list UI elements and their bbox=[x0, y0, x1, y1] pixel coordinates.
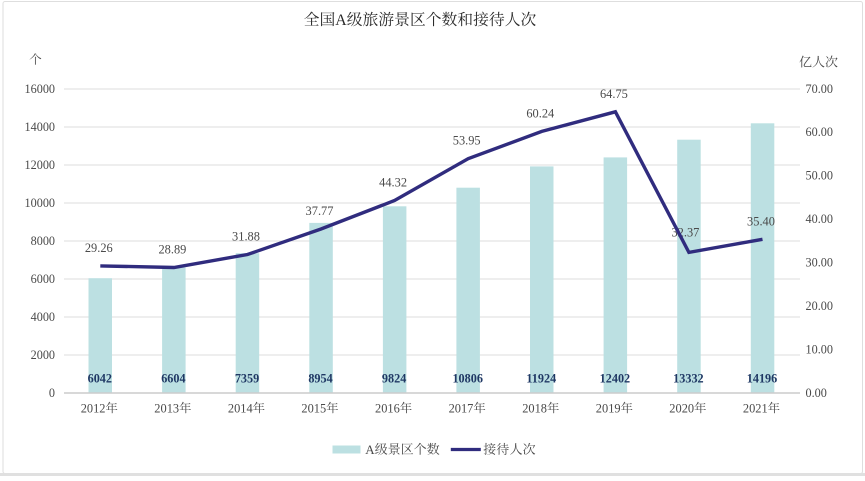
svg-text:A: A bbox=[335, 12, 347, 29]
svg-text:35.40: 35.40 bbox=[747, 214, 775, 228]
svg-text:2016: 2016 bbox=[375, 401, 400, 415]
svg-text:2015: 2015 bbox=[301, 401, 326, 415]
svg-text:10.00: 10.00 bbox=[806, 342, 833, 356]
svg-text:6000: 6000 bbox=[31, 272, 55, 286]
svg-text:20.00: 20.00 bbox=[806, 299, 833, 313]
svg-text:6042: 6042 bbox=[88, 371, 112, 385]
svg-text:11924: 11924 bbox=[526, 371, 556, 385]
svg-text:10806: 10806 bbox=[452, 371, 482, 385]
svg-text:14196: 14196 bbox=[747, 371, 777, 385]
svg-text:50.00: 50.00 bbox=[806, 169, 833, 183]
svg-text:2000: 2000 bbox=[31, 348, 55, 362]
svg-text:30.00: 30.00 bbox=[806, 256, 833, 270]
svg-text:2012: 2012 bbox=[81, 401, 106, 415]
svg-text:12000: 12000 bbox=[25, 158, 55, 172]
svg-text:14000: 14000 bbox=[25, 120, 55, 134]
svg-text:60.24: 60.24 bbox=[526, 106, 554, 120]
svg-text:70.00: 70.00 bbox=[806, 82, 833, 96]
svg-text:6604: 6604 bbox=[161, 371, 185, 385]
svg-text:0: 0 bbox=[49, 386, 55, 400]
svg-text:2013: 2013 bbox=[154, 401, 179, 415]
svg-text:A: A bbox=[365, 442, 375, 457]
svg-text:37.77: 37.77 bbox=[306, 204, 334, 218]
svg-text:31.88: 31.88 bbox=[232, 230, 260, 244]
svg-text:7359: 7359 bbox=[235, 371, 259, 385]
svg-text:28.89: 28.89 bbox=[158, 243, 186, 257]
svg-text:44.32: 44.32 bbox=[379, 176, 407, 190]
svg-text:2020: 2020 bbox=[669, 401, 694, 415]
svg-text:12402: 12402 bbox=[600, 371, 630, 385]
svg-text:40.00: 40.00 bbox=[806, 212, 833, 226]
svg-text:16000: 16000 bbox=[25, 82, 55, 96]
svg-text:2019: 2019 bbox=[596, 401, 621, 415]
svg-text:8954: 8954 bbox=[308, 371, 332, 385]
svg-text:8000: 8000 bbox=[31, 234, 55, 248]
svg-text:10000: 10000 bbox=[25, 196, 55, 210]
svg-text:4000: 4000 bbox=[31, 310, 55, 324]
svg-text:2021: 2021 bbox=[743, 401, 768, 415]
svg-text:2018: 2018 bbox=[522, 401, 547, 415]
svg-text:64.75: 64.75 bbox=[600, 87, 628, 101]
svg-text:2014: 2014 bbox=[228, 401, 253, 415]
svg-text:13332: 13332 bbox=[673, 371, 703, 385]
svg-text:9824: 9824 bbox=[382, 371, 406, 385]
svg-text:60.00: 60.00 bbox=[806, 125, 833, 139]
svg-text:29.26: 29.26 bbox=[85, 241, 113, 255]
svg-text:53.95: 53.95 bbox=[453, 134, 481, 148]
svg-text:2017: 2017 bbox=[449, 401, 474, 415]
svg-text:0.00: 0.00 bbox=[806, 386, 827, 400]
